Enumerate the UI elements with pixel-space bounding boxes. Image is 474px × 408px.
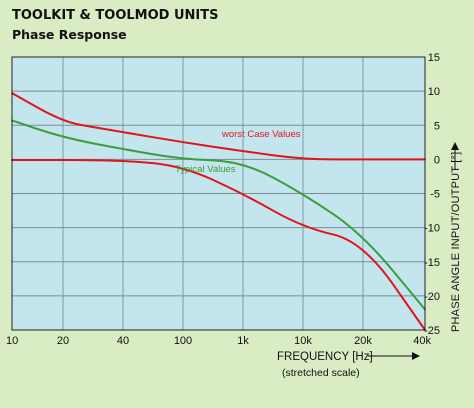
series-typical-line: [11, 119, 426, 311]
x-arrow-head: [412, 352, 420, 360]
y-tick-label--25: -25: [424, 325, 440, 337]
y-arrow-head: [451, 142, 459, 150]
series-worst-lower-line: [11, 159, 426, 331]
x-tick-label-20k: 20k: [354, 335, 372, 347]
y-axis-label: PHASE ANGLE INPUT/OUTPUT [°]: [450, 152, 462, 332]
y-tick-label--10: -10: [424, 223, 440, 235]
x-axis-arrow: [368, 352, 420, 360]
chart-title: TOOLKIT & TOOLMOD UNITS: [12, 8, 219, 23]
y-tick-label-0: 0: [434, 154, 440, 166]
y-tick-label--20: -20: [424, 291, 440, 303]
plot-border: [11, 56, 426, 331]
y-tick-label--5: -5: [430, 189, 440, 201]
series-worst-upper-line: [11, 92, 426, 161]
x-tick-label-1k: 1k: [237, 335, 249, 347]
x-axis-note: (stretched scale): [282, 367, 360, 379]
x-tick-label-40: 40: [117, 335, 129, 347]
x-tick-label-40k: 40k: [413, 335, 431, 347]
y-tick-label-10: 10: [428, 86, 440, 98]
annotation-typical: Typical Values: [175, 164, 236, 175]
chart-subtitle: Phase Response: [12, 27, 127, 42]
y-tick-label--15: -15: [424, 257, 440, 269]
x-tick-labels: 10 20 40 100 1k 10k 20k 40k: [6, 335, 431, 347]
x-tick-label-20: 20: [57, 335, 69, 347]
annotation-worst-case: worst Case Values: [221, 129, 301, 140]
x-axis-label: FREQUENCY [Hz]: [277, 351, 373, 363]
x-tick-label-10: 10: [6, 335, 18, 347]
y-tick-label-5: 5: [434, 120, 440, 132]
series-layer: [11, 92, 426, 331]
y-tick-labels: 15 10 5 0 -5 -10 -15 -20 -25: [424, 52, 440, 337]
x-tick-label-10k: 10k: [294, 335, 312, 347]
x-tick-label-100: 100: [174, 335, 192, 347]
y-axis-arrow: [451, 142, 459, 170]
y-tick-label-15: 15: [428, 52, 440, 64]
